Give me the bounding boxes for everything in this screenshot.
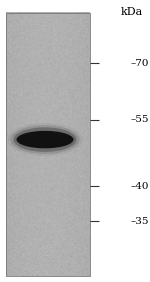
Ellipse shape [8,123,82,156]
Text: –35: –35 [131,217,149,226]
Ellipse shape [14,127,76,152]
Text: –70: –70 [131,59,149,68]
Text: –40: –40 [131,182,149,191]
Ellipse shape [11,125,80,154]
Bar [6,13,90,276]
Text: –55: –55 [131,115,149,124]
Text: kDa: kDa [121,7,143,17]
Ellipse shape [16,131,74,148]
